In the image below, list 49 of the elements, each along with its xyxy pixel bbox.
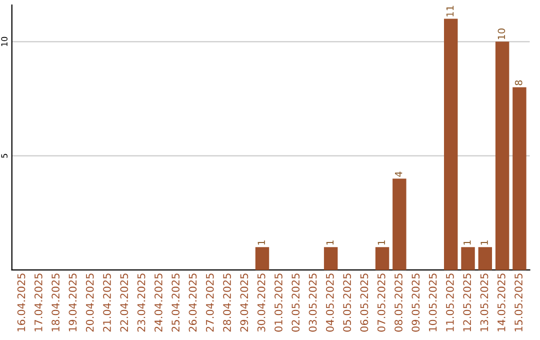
- y-tick-label: 5: [1, 154, 8, 158]
- x-tick-label: 22.04.2025: [120, 274, 128, 332]
- x-tick-label: 07.05.2025: [377, 274, 386, 332]
- x-tick-label: 17.04.2025: [34, 274, 42, 332]
- bar: [478, 247, 492, 270]
- x-tick-label: 10.05.2025: [428, 274, 437, 332]
- x-tick-label: 30.04.2025: [257, 274, 266, 332]
- data-label: 1: [258, 240, 265, 245]
- data-label: 1: [480, 240, 488, 245]
- x-tick-label: 23.04.2025: [137, 274, 146, 332]
- x-tick-label: 15.05.2025: [514, 274, 522, 332]
- bar: [461, 247, 475, 270]
- x-tick-label: 16.04.2025: [17, 274, 26, 332]
- data-label: 1: [464, 240, 471, 245]
- x-tick-label: 02.05.2025: [292, 274, 300, 332]
- x-tick-label: 09.05.2025: [412, 274, 420, 332]
- bar: [512, 87, 526, 270]
- x-tick-label: 14.05.2025: [497, 274, 506, 332]
- x-tick-label: 03.05.2025: [308, 274, 317, 332]
- bar: [324, 247, 338, 270]
- x-tick-label: 01.05.2025: [274, 274, 282, 332]
- x-tick-label: 11.05.2025: [446, 274, 454, 332]
- x-tick-label: 13.05.2025: [480, 274, 488, 332]
- x-tick-label: 04.05.2025: [326, 274, 334, 332]
- bar: [255, 247, 270, 270]
- data-label: 8: [514, 80, 522, 86]
- x-tick-label: 27.04.2025: [206, 274, 214, 332]
- data-label: 11: [446, 6, 454, 16]
- bar: [444, 18, 458, 270]
- x-tick-label: 19.04.2025: [68, 274, 77, 332]
- x-tick-label: 21.04.2025: [103, 274, 111, 332]
- bar: [495, 42, 510, 270]
- x-tick-label: 20.04.2025: [86, 274, 94, 332]
- data-label: 4: [395, 172, 402, 177]
- data-label: 10: [498, 28, 506, 40]
- bar: [375, 247, 390, 270]
- x-tick-label: 08.05.2025: [394, 274, 402, 332]
- x-tick-label: 12.05.2025: [463, 274, 472, 332]
- x-tick-label: 06.05.2025: [360, 274, 368, 332]
- bar: [392, 178, 406, 270]
- data-label: 1: [326, 240, 334, 245]
- x-tick-label: 26.04.2025: [188, 274, 197, 332]
- x-tick-label: 28.04.2025: [223, 274, 231, 332]
- x-tick-label: 25.04.2025: [172, 274, 180, 332]
- x-tick-label: 05.05.2025: [343, 274, 351, 332]
- x-tick-label: 24.04.2025: [154, 274, 162, 332]
- x-tick-label: 29.04.2025: [240, 274, 248, 332]
- x-tick-label: 18.04.2025: [52, 274, 60, 332]
- data-label: 1: [378, 240, 385, 245]
